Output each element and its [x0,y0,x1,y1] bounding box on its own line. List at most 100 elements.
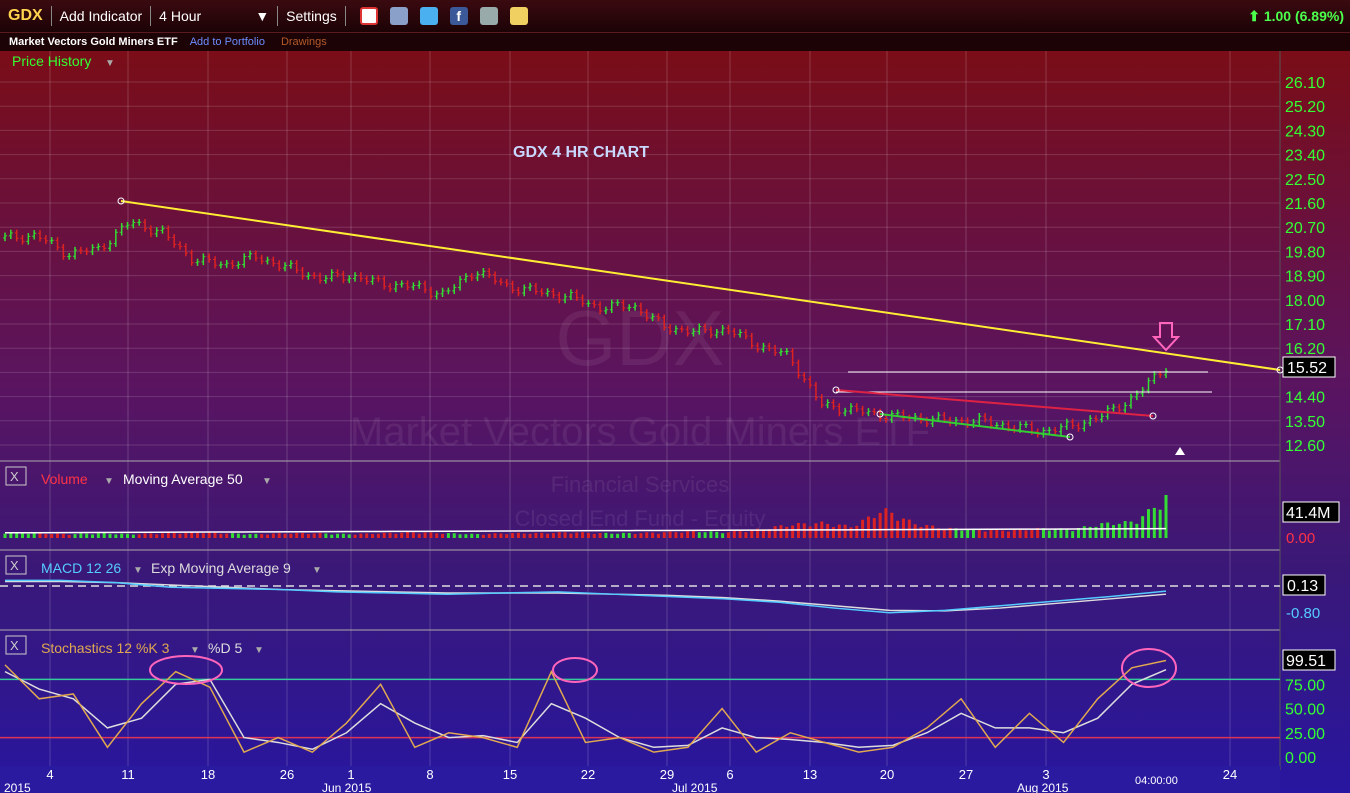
volume-bar [726,532,730,538]
toolbar-divider [150,6,152,26]
volume-bar [236,533,240,538]
macd-signal-label[interactable]: Exp Moving Average 9 [151,560,291,576]
x-axis-background [0,766,1280,793]
close-volume-panel-button[interactable] [5,466,27,486]
highlight-ellipse[interactable] [1121,648,1177,688]
trendline-handle[interactable] [1149,412,1157,420]
volume-bar [417,533,421,538]
volume-bar [21,533,25,538]
volume-bar [1076,528,1080,538]
volume-bar [108,533,112,538]
alarm-clock-icon[interactable] [359,7,378,25]
volume-bar [598,533,602,538]
settings-button[interactable]: Settings [286,8,337,24]
volume-bar [137,534,141,538]
volume-bar [901,518,905,538]
volume-bar [260,534,264,538]
chart-area[interactable]: GDX Market Vectors Gold Miners ETF Finan… [0,51,1350,793]
trendline-handle[interactable] [117,197,125,205]
price-axis-tick: 19.80 [1285,244,1325,261]
volume-bar [499,533,503,538]
highlight-ellipse[interactable] [149,655,223,685]
volume-bar [1129,521,1133,538]
binoculars-icon[interactable] [479,7,498,25]
macd-label[interactable]: MACD 12 26 [41,560,121,576]
stoch-axis-tick: 0.00 [1285,750,1316,767]
volume-bar [890,512,894,538]
volume-bar [738,531,742,538]
volume-bar [1088,526,1092,538]
trendline-handle[interactable] [832,386,840,394]
volume-bar [680,532,684,538]
volume-bar [995,529,999,538]
twitter-icon[interactable] [419,7,438,25]
stoch-d-line [4,669,1167,751]
volume-bar [318,532,322,538]
volume-bar [184,532,188,538]
volume-bar [546,533,550,538]
arrow-down-icon [1151,322,1181,352]
database-icon[interactable] [389,7,408,25]
x-axis-month: 2015 [4,781,31,793]
volume-bar [1036,527,1040,538]
volume-bar [855,525,859,538]
interval-dropdown[interactable]: 4 Hour ▼ [159,8,269,24]
symbol-label[interactable]: GDX [8,7,43,24]
price-axis-tick: 18.00 [1285,293,1325,310]
x-axis-tick: 6 [726,767,733,782]
volume-bar [56,533,60,538]
price-axis-tick: 17.10 [1285,317,1325,334]
x-axis-tick: 15 [503,767,517,782]
volume-ma-label[interactable]: Moving Average 50 [123,471,243,487]
volume-bar [155,534,159,538]
volume-bar [1006,531,1010,538]
volume-bar [213,532,217,538]
chevron-down-icon[interactable]: ▼ [133,565,143,576]
chevron-down-icon[interactable]: ▼ [262,476,272,487]
trendline-handle[interactable] [876,410,884,418]
chevron-down-icon[interactable]: ▼ [190,645,200,656]
volume-bar [9,532,13,538]
volume-bar [651,532,655,538]
volume-bar [709,531,713,538]
chevron-down-icon[interactable]: ▼ [104,476,114,487]
volume-bar [586,533,590,538]
volume-bar [248,534,252,538]
volume-bar [919,526,923,538]
volume-bar [172,532,176,538]
highlight-ellipse[interactable] [552,657,598,683]
x-axis-tick: 20 [880,767,894,782]
stoch-d-label[interactable]: %D 5 [208,640,242,656]
volume-bar [382,532,386,538]
channel-upper-line[interactable] [835,389,1154,417]
channel-lower-line[interactable] [879,413,1071,438]
last-volume-box [1282,501,1340,523]
close-macd-panel-button[interactable] [5,555,27,575]
x-axis-month: Jun 2015 [322,781,372,793]
price-axis-tick: 14.40 [1285,390,1325,407]
x-axis-month: Jul 2015 [672,781,718,793]
volume-bar [721,533,725,538]
close-stochastics-panel-button[interactable] [5,635,27,655]
volume-bar [1001,530,1005,538]
sticky-note-icon[interactable] [509,7,528,25]
volume-bar [779,525,783,538]
trendline-handle[interactable] [1066,433,1074,441]
chevron-down-icon[interactable]: ▼ [105,58,115,69]
stochastics-label[interactable]: Stochastics 12 %K 3 [41,640,170,656]
chevron-down-icon[interactable]: ▼ [312,565,322,576]
resistance-trendline[interactable] [120,200,1281,371]
volume-bar [1106,522,1110,538]
chevron-down-icon[interactable]: ▼ [254,645,264,656]
close-icon: X [10,638,19,653]
price-history-menu[interactable]: Price History [12,53,91,69]
volume-bar [592,533,596,538]
drawings-link[interactable]: Drawings [280,36,327,48]
volume-bar [715,531,719,538]
volume-bar [149,533,153,538]
volume-label[interactable]: Volume [41,471,88,487]
add-to-portfolio-link[interactable]: Add to Portfolio [189,36,265,48]
volume-bar [38,533,42,538]
add-indicator-button[interactable]: Add Indicator [59,8,143,24]
facebook-icon[interactable]: f [449,7,468,25]
